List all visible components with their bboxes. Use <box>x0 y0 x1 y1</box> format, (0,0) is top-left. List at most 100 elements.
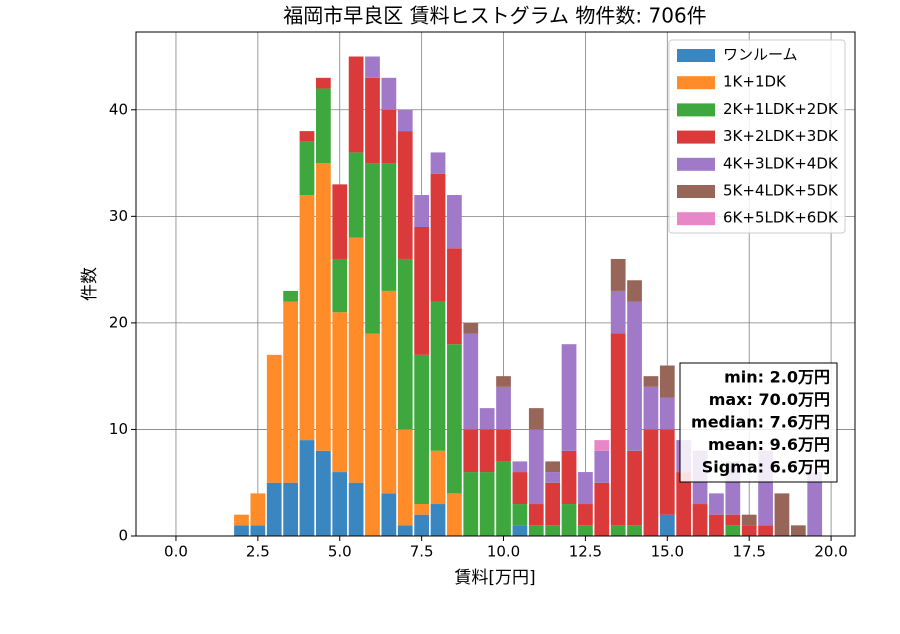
y-tick-label: 0 <box>118 527 128 545</box>
bar <box>463 322 479 334</box>
bar <box>381 109 397 164</box>
bar <box>414 514 430 536</box>
bar <box>528 408 544 430</box>
bar <box>659 365 675 398</box>
bar <box>627 301 642 451</box>
bar <box>725 525 741 536</box>
legend-label: 4K+3LDK+4DK <box>723 154 839 172</box>
bar <box>447 248 462 345</box>
bar <box>397 429 413 526</box>
bar <box>414 226 430 355</box>
bar <box>283 301 298 483</box>
bar <box>594 482 610 536</box>
stats-line: mean: 9.6万円 <box>708 435 830 454</box>
bar <box>397 525 413 536</box>
bar <box>545 525 561 536</box>
bar <box>512 472 528 505</box>
bar <box>496 461 511 536</box>
bar <box>496 376 511 387</box>
bar <box>528 525 544 536</box>
bar <box>299 131 315 142</box>
y-tick-label: 40 <box>109 100 128 118</box>
legend-swatch <box>677 130 715 144</box>
bar <box>479 408 495 430</box>
legend-swatch <box>677 76 715 90</box>
bar <box>545 482 561 526</box>
bar <box>332 312 348 473</box>
bar <box>512 461 528 473</box>
bar <box>627 450 642 526</box>
x-tick-label: 10.0 <box>487 543 520 561</box>
bar <box>414 504 430 515</box>
bar <box>709 493 724 515</box>
bar <box>610 290 626 334</box>
bar <box>676 472 692 536</box>
bar <box>348 152 364 238</box>
bar <box>545 461 561 473</box>
y-tick-label: 20 <box>109 313 128 331</box>
bar <box>332 258 348 313</box>
bar <box>479 429 495 473</box>
legend-swatch <box>677 103 715 117</box>
stats-frame <box>679 362 838 483</box>
bar <box>234 525 249 536</box>
x-axis-label: 賃料[万円] <box>454 568 535 588</box>
bar <box>578 525 593 536</box>
bar <box>659 397 675 430</box>
bar <box>365 77 380 164</box>
plot-frame <box>135 31 856 537</box>
bar <box>561 450 577 505</box>
bar <box>610 525 626 536</box>
bar <box>447 493 462 536</box>
bar <box>463 333 479 430</box>
bar <box>414 195 430 227</box>
bar <box>397 258 413 430</box>
bar <box>643 386 659 430</box>
x-tick-label: 12.5 <box>569 543 602 561</box>
bar <box>447 344 462 494</box>
bar <box>578 504 593 526</box>
bar <box>430 301 446 451</box>
bar <box>659 514 675 536</box>
bar <box>463 429 479 473</box>
bar <box>578 472 593 505</box>
bar <box>381 493 397 536</box>
bar <box>496 429 511 462</box>
x-tick-label: 17.5 <box>732 543 765 561</box>
bar <box>283 482 298 536</box>
bar <box>299 440 315 536</box>
bar <box>561 344 577 451</box>
bar <box>643 376 659 387</box>
bar <box>348 482 364 536</box>
bar <box>512 525 528 536</box>
stats-line: max: 70.0万円 <box>709 390 830 409</box>
bar <box>463 472 479 536</box>
legend-label: 5K+4LDK+5DK <box>723 182 839 200</box>
y-tick-label: 10 <box>109 420 128 438</box>
legend-label: 6K+5LDK+6DK <box>723 209 839 227</box>
bar <box>512 504 528 526</box>
bar <box>594 440 610 451</box>
bar <box>315 88 331 164</box>
legend: ワンルーム 1K+1DK 2K+1LDK+2DK 3K+2LDK+3DK 4K+3LDK… <box>668 39 846 234</box>
stats-line: min: 2.0万円 <box>724 368 830 387</box>
bar <box>266 482 282 536</box>
bar <box>479 472 495 536</box>
legend-swatch <box>677 157 715 171</box>
bar <box>315 163 331 451</box>
bar <box>414 354 430 505</box>
bar <box>397 131 413 259</box>
bar <box>315 77 331 89</box>
legend-swatch <box>677 185 715 198</box>
bar <box>790 525 806 536</box>
bar <box>299 141 315 196</box>
legend-label: 2K+1LDK+2DK <box>723 100 839 118</box>
bar <box>381 77 397 110</box>
chart-title: 福岡市早良区 賃料ヒストグラム 物件数: 706件 <box>283 4 706 28</box>
bar <box>610 333 626 526</box>
bar <box>365 56 380 78</box>
bar <box>250 525 266 536</box>
bar <box>430 173 446 302</box>
bar <box>365 163 380 334</box>
